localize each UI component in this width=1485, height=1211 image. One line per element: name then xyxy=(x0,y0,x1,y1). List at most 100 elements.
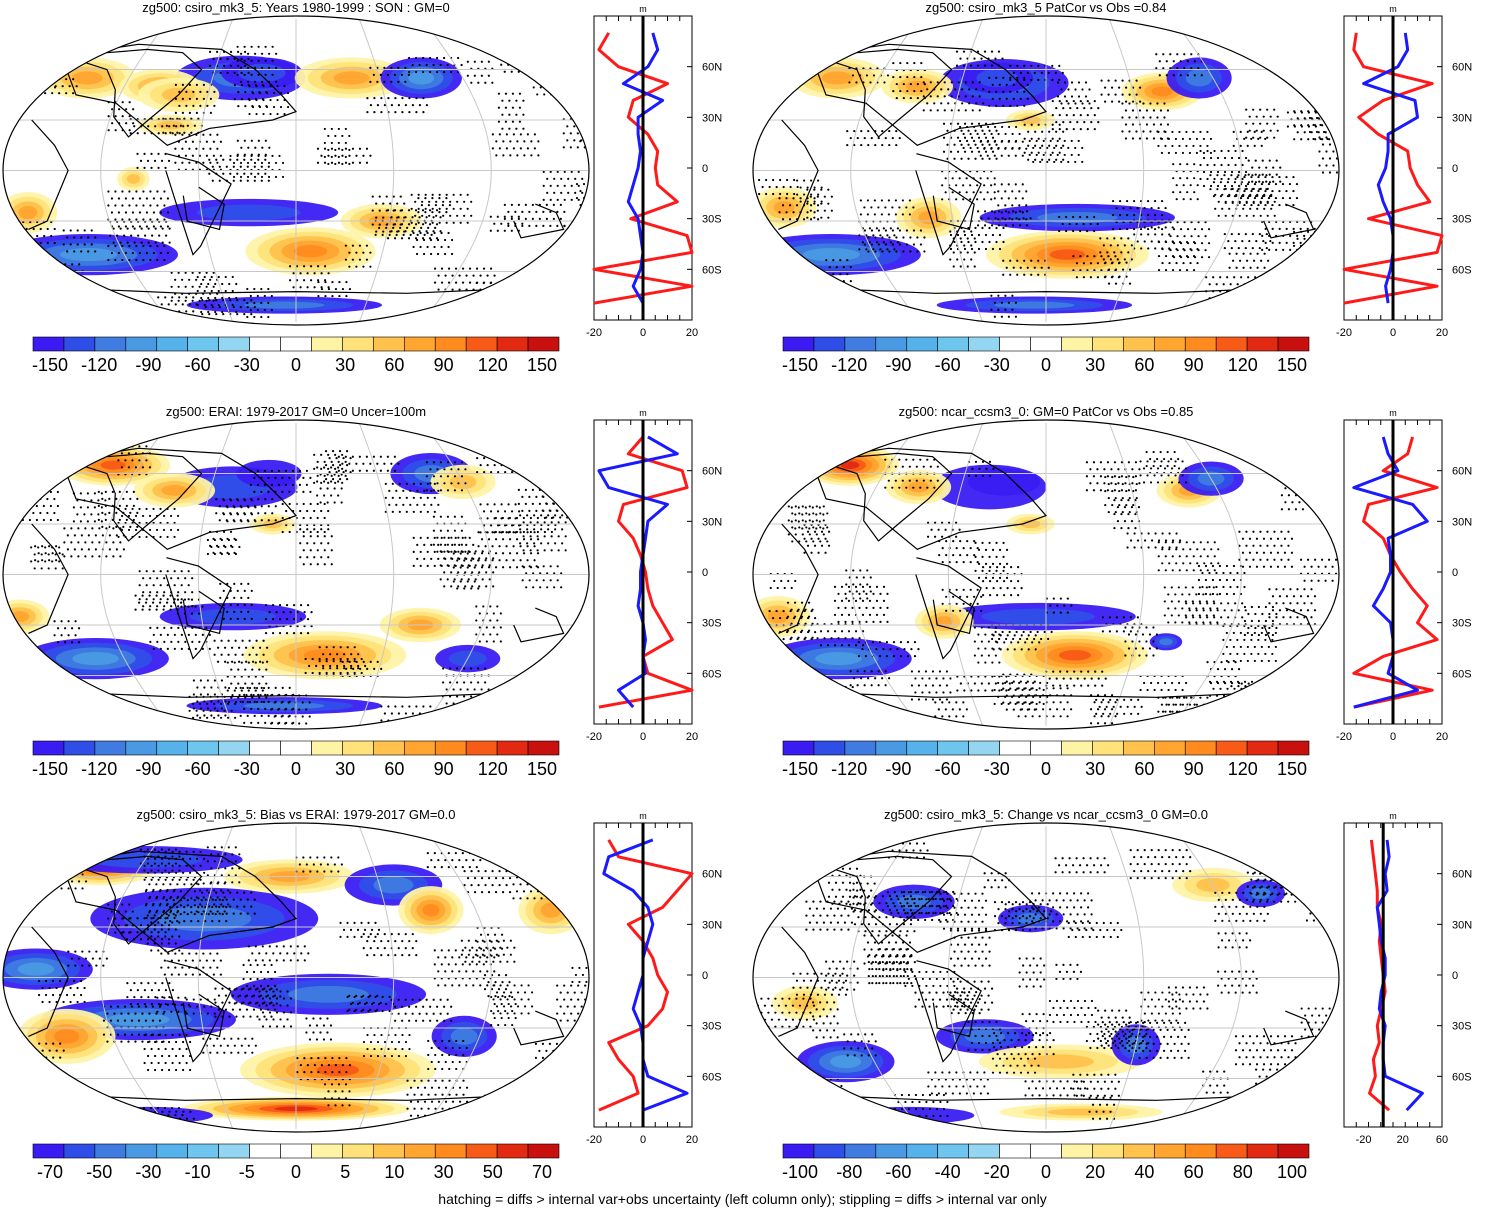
colorbar-swatch xyxy=(968,740,1000,756)
profile-lat-label: 60S xyxy=(1452,264,1472,276)
coastline xyxy=(815,850,1048,953)
colorbar-swatch xyxy=(1030,336,1062,352)
graticule xyxy=(753,825,1339,1130)
anomaly-contour xyxy=(767,610,789,624)
colorbar-swatch xyxy=(1215,1143,1248,1159)
anomaly-contour xyxy=(840,461,860,470)
colorbar-label: 0 xyxy=(291,1162,301,1182)
profile-series-red xyxy=(592,32,694,305)
profile-x-label: 0 xyxy=(1390,731,1396,743)
colorbar-label: 0 xyxy=(1041,759,1051,779)
anomaly-contour xyxy=(1185,69,1213,87)
colorbar-swatch xyxy=(63,1143,96,1159)
coastline xyxy=(778,119,819,230)
colorbar-swatch xyxy=(1123,336,1155,352)
panel-title: zg500: ERAI: 1979-2017 GM=0 Uncer=100m xyxy=(166,404,426,419)
colorbar-swatch xyxy=(187,336,219,352)
coastline xyxy=(80,452,203,542)
colorbar-swatch xyxy=(1246,336,1279,352)
coastline xyxy=(165,960,232,1063)
anomaly-contour xyxy=(773,200,795,215)
colorbar-swatch xyxy=(373,336,405,352)
colorbar-swatch xyxy=(937,336,969,352)
colorbar-label: -10 xyxy=(185,1162,211,1182)
colorbar-swatch xyxy=(280,740,312,756)
colorbar-label: -60 xyxy=(185,355,211,375)
anomaly-contour xyxy=(1047,1108,1115,1116)
colorbar-swatch xyxy=(94,336,127,352)
colorbar-label: 90 xyxy=(434,759,454,779)
colorbar-swatch xyxy=(32,740,65,756)
colorbar-swatch xyxy=(465,336,498,352)
coastline xyxy=(65,850,298,953)
profile-x-label: 0 xyxy=(640,731,646,743)
anomaly-contour xyxy=(1151,86,1173,97)
colorbar-label: 30 xyxy=(1085,355,1105,375)
profile-x-label: 0 xyxy=(1390,327,1396,339)
colorbar-swatch xyxy=(527,336,560,352)
colorbar-swatch xyxy=(63,336,96,352)
colorbar-label: 50 xyxy=(483,1162,503,1182)
coastline xyxy=(182,186,225,231)
profile-lat-label: 0 xyxy=(702,970,708,982)
colorbar-swatch xyxy=(1184,740,1217,756)
colorbar-swatch xyxy=(342,336,374,352)
coastline xyxy=(69,1094,523,1101)
coastline xyxy=(28,119,69,230)
colorbar-swatch xyxy=(906,336,939,352)
colorbar-swatch xyxy=(280,1143,312,1159)
colorbar-label: -30 xyxy=(984,355,1010,375)
coastline xyxy=(65,447,298,550)
coastline xyxy=(1263,1010,1315,1046)
profile-unit: m xyxy=(1389,4,1397,14)
profile-x-label: -20 xyxy=(586,327,602,339)
coastline xyxy=(28,926,69,1037)
coastline xyxy=(80,855,203,945)
anomaly-contour xyxy=(1058,649,1091,661)
profile-x-label: 20 xyxy=(1436,731,1448,743)
profile-lat-label: 30N xyxy=(702,919,722,931)
colorbar-swatch xyxy=(125,740,158,756)
panel-title: zg500: ncar_ccsm3_0: GM=0 PatCor vs Obs … xyxy=(899,404,1194,419)
anomaly-contour xyxy=(1049,249,1086,260)
anomaly-contour xyxy=(830,1055,862,1069)
colorbar-swatch xyxy=(156,336,189,352)
profile-lat-label: 30N xyxy=(1452,516,1472,528)
anomaly-contour xyxy=(157,120,184,130)
coastline xyxy=(513,203,565,239)
colorbar-swatch xyxy=(937,1143,969,1159)
anomaly-contour xyxy=(238,63,286,82)
colorbar-label: -120 xyxy=(81,355,117,375)
colorbar-label: 70 xyxy=(532,1162,552,1182)
profile-lat-label: 30S xyxy=(1452,618,1472,630)
colorbar-label: 120 xyxy=(478,355,508,375)
anomaly-contour xyxy=(333,71,370,85)
colorbar-label: 60 xyxy=(1184,1162,1204,1182)
coastline xyxy=(830,48,953,138)
anomaly-contour xyxy=(71,71,103,85)
zonal-profile: m 60N 30N 0 30S 60S -20 0 20 xyxy=(586,811,722,1146)
map-border xyxy=(752,419,1340,730)
colorbar: -150 -120 -90 -60 -30 0 30 60 90 120 150 xyxy=(32,740,560,779)
colorbar-swatch xyxy=(496,740,529,756)
profile-x-label: 20 xyxy=(1436,327,1448,339)
colorbar-swatch xyxy=(782,1143,815,1159)
colorbar-label: -150 xyxy=(32,759,68,779)
colorbar-label: 0 xyxy=(1041,355,1051,375)
colorbar-swatch xyxy=(1092,740,1124,756)
coastlines xyxy=(28,850,565,1101)
colorbar-label: -150 xyxy=(32,355,68,375)
colorbar-swatch xyxy=(496,1143,529,1159)
zonal-profile: m 60N 30N 0 30S 60S -20 0 20 xyxy=(586,408,722,743)
coastline xyxy=(815,447,1048,550)
stippling xyxy=(755,440,1339,725)
profile-x-label: 20 xyxy=(686,327,698,339)
anomaly-contour xyxy=(981,608,1096,625)
graticule xyxy=(753,18,1339,323)
panel-title: zg500: csiro_mk3_5: Change vs ncar_ccsm3… xyxy=(884,807,1208,822)
panel-title: zg500: csiro_mk3_5: Bias vs ERAI: 1979-2… xyxy=(136,807,455,822)
panel-title: zg500: csiro_mk3_5 PatCor vs Obs =0.84 xyxy=(926,0,1167,15)
profile-x-label: -20 xyxy=(1336,731,1352,743)
anomaly-contour xyxy=(373,876,414,894)
coastline xyxy=(815,43,1048,146)
